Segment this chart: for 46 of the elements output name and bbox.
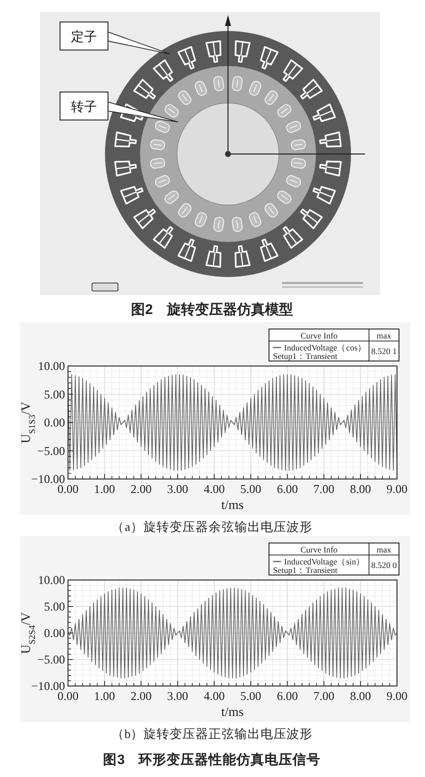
text: 定子 — [71, 29, 97, 44]
text: （a）旋转变压器余弦输出电压波形 — [112, 520, 312, 534]
x-tick-label: 9.00 — [386, 689, 408, 703]
x-tick-label: 7.00 — [313, 482, 334, 496]
x-tick-label: 2.00 — [130, 689, 152, 703]
y-tick-label: 5.00 — [44, 387, 65, 402]
y-tick-label: 10.00 — [38, 573, 65, 587]
x-tick-label: 4.00 — [204, 482, 225, 496]
line-series — [68, 374, 398, 471]
text: max — [376, 544, 392, 554]
y-tick-label: −5.00 — [37, 444, 65, 458]
y-tick-label: −5.00 — [37, 652, 65, 666]
x-tick-label: 6.00 — [276, 689, 298, 703]
x-tick-label: 9.00 — [386, 482, 408, 496]
text: 图2 旋转变压器仿真模型 — [131, 301, 293, 317]
legend-title: Curve Info — [300, 544, 338, 554]
text: （b）旋转变压器正弦输出电压波形 — [111, 727, 313, 741]
y-tick-label: 0.00 — [44, 626, 65, 640]
text: 8.520 0 — [371, 560, 397, 570]
text: max — [376, 330, 392, 340]
x-tick-label: 1.00 — [94, 482, 116, 496]
x-tick-label: 3.00 — [167, 482, 188, 496]
text: Setup1：Transient — [273, 351, 338, 361]
x-tick-label: 7.00 — [313, 689, 334, 703]
x-tick-label: 4.00 — [204, 689, 225, 703]
x-tick-label: 5.00 — [240, 482, 262, 496]
x-axis-title: t/ms — [221, 497, 244, 512]
text: 8.520 1 — [371, 346, 397, 356]
legend-label: InducedVoltage（cos） — [284, 342, 367, 352]
x-tick-label: 8.00 — [350, 689, 371, 703]
y-tick-label: 0.00 — [44, 416, 65, 430]
legend-label: InducedVoltage（sin） — [284, 556, 366, 566]
x-tick-label: 8.00 — [350, 482, 371, 496]
text: 转子 — [71, 99, 97, 114]
line-series — [68, 588, 398, 678]
y-tick-label: 5.00 — [44, 600, 65, 614]
x-tick-label: 1.00 — [94, 689, 116, 703]
x-axis-title: t/ms — [221, 704, 244, 719]
x-tick-label: 3.00 — [167, 689, 188, 703]
text: Setup1：Transient — [273, 565, 338, 575]
x-tick-label: 6.00 — [276, 482, 298, 496]
y-tick-label: 10.00 — [38, 359, 65, 373]
legend-title: Curve Info — [300, 330, 338, 340]
x-tick-label: 2.00 — [130, 482, 152, 496]
x-tick-label: 5.00 — [240, 689, 262, 703]
caption: 图3 环形变压器性能仿真电压信号 — [103, 751, 321, 767]
